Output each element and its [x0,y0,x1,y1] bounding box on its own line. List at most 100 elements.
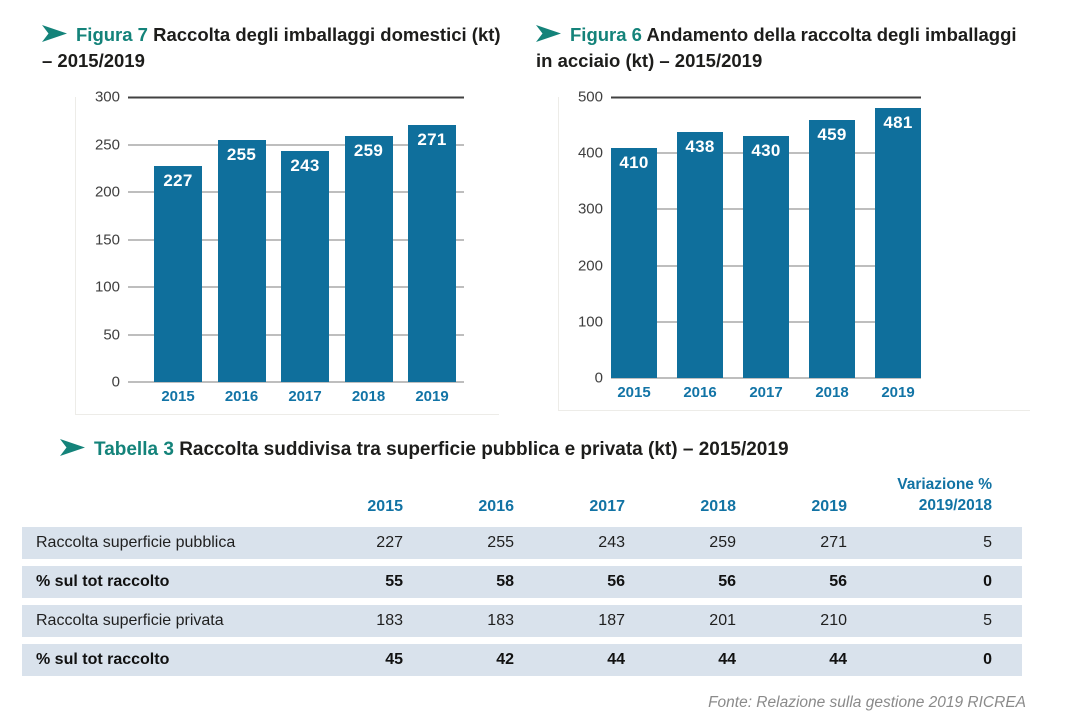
table-row: Raccolta superficie privata 183 183 187 201 2… [22,605,1022,637]
bar-2016: 255 [217,139,266,382]
row-label: Raccolta superficie privata [22,605,322,637]
cell-value: 243 [544,527,655,559]
cell-value: 44 [544,644,655,676]
x-tick-label: 2019 [415,388,449,405]
plot-row: 0 50 100 150 200 250 300 227 255 243 259 271 [76,89,499,391]
cell-value: 187 [544,605,655,637]
y-tick-label: 0 [594,369,603,387]
gridline [128,96,464,99]
gridline [611,96,921,99]
bar-2019: 271 [408,124,456,382]
y-tick-label: 300 [577,200,603,218]
y-tick-label: 150 [94,231,120,248]
cell-value: 56 [766,566,877,598]
cell-value: 183 [433,605,544,637]
table-row: % sul tot raccolto 45 42 44 44 44 0 [22,644,1022,676]
plot-row: 0 100 200 300 400 500 410 438 430 459 481 [559,89,1030,387]
y-tick-label: 200 [577,257,603,275]
plot-area: 227 255 243 259 271 [128,96,464,383]
cell-value: 0 [877,644,1022,676]
bars: 227 255 243 259 271 [128,97,464,382]
x-tick-label: 2017 [749,384,783,401]
bar-2015: 227 [154,166,202,382]
table-3-title: Tabella 3 Raccolta suddivisa tra superfi… [60,437,1078,463]
gridline [128,144,464,145]
x-axis: 2015 2016 2017 2018 2019 [128,388,464,405]
gridline [611,377,921,379]
figure-7-bar-chart: 0 50 100 150 200 250 300 227 255 243 259 271 2015 201… [42,89,510,415]
bar-value-label: 459 [817,125,847,145]
table-header: 2015 2016 2017 2018 2019 Variazione % 2019/201… [22,474,1022,520]
arrow-icon [536,25,561,42]
figure-6-title-text: Andamento della raccolta degli imballagg… [536,24,1017,71]
x-tick-label: 2018 [351,388,386,405]
figure-6-block: Figura 6 Andamento della raccolta degli … [536,22,1038,415]
charts-row: Figura 7 Raccolta degli imballaggi domes… [42,22,1038,415]
cell-value: 271 [766,527,877,559]
header-variation: Variazione % 2019/2018 [877,474,1022,520]
y-tick-label: 200 [94,183,120,201]
bar-value-label: 481 [883,112,913,132]
cell-value: 227 [322,527,433,559]
y-tick-label: 0 [111,373,120,391]
cell-value: 56 [655,566,766,598]
row-label: Raccolta superficie pubblica [22,527,322,559]
table-3-title-text: Raccolta suddivisa tra superficie pubbli… [179,439,789,460]
y-tick-label: 50 [103,326,120,343]
cell-value: 5 [877,527,1022,559]
cell-value: 58 [433,566,544,598]
figure-7-block: Figura 7 Raccolta degli imballaggi domes… [42,22,510,415]
y-tick-label: 100 [577,313,603,331]
source-note: Fonte: Relazione sulla gestione 2019 RIC… [708,694,1026,711]
x-tick-label: 2018 [815,384,849,401]
table-row: Raccolta superficie pubblica 227 255 243 259… [22,527,1022,559]
cell-value: 201 [655,605,766,637]
y-axis: 0 50 100 150 200 250 300 [76,89,120,391]
collection-table: 2015 2016 2017 2018 2019 Variazione % 2019/201… [22,467,1022,683]
y-tick-label: 300 [94,88,120,106]
x-tick-label: 2017 [288,388,322,405]
table-header-row: 2015 2016 2017 2018 2019 Variazione % 2019/201… [22,474,1022,520]
x-tick-label: 2015 [161,388,195,405]
figure-7-label: Figura 7 [76,24,148,45]
header-year-2016: 2016 [478,498,514,515]
gridline [128,381,464,383]
cell-value: 210 [766,605,877,637]
bar-2015: 410 [611,147,657,378]
table-row: % sul tot raccolto 55 58 56 56 56 0 [22,566,1022,598]
bar-value-label: 243 [290,156,320,176]
y-tick-label: 500 [577,88,603,106]
bar-2017: 430 [743,136,789,378]
bar-value-label: 271 [417,129,447,149]
x-tick-label: 2015 [617,384,651,401]
x-axis: 2015 2016 2017 2018 2019 [611,384,921,401]
bar-value-label: 227 [163,171,193,191]
chart-panel: 0 50 100 150 200 250 300 227 255 243 259 271 2015 201… [75,89,499,415]
chart-panel: 0 100 200 300 400 500 410 438 430 459 481 2015 2016 2… [558,89,1030,411]
figure-6-bar-chart: 0 100 200 300 400 500 410 438 430 459 481 2015 2016 2… [536,89,1038,411]
cell-value: 183 [322,605,433,637]
x-tick-label: 2016 [224,388,259,405]
cell-value: 55 [322,566,433,598]
header-year-2018: 2018 [700,498,736,515]
row-label: % sul tot raccolto [22,566,322,598]
arrow-icon [60,439,85,456]
y-tick-label: 250 [94,136,120,153]
arrow-icon [42,25,67,42]
cell-value: 44 [655,644,766,676]
header-year-2017: 2017 [589,498,625,515]
x-tick-label: 2019 [881,384,915,401]
bar-value-label: 410 [619,152,649,172]
y-tick-label: 400 [577,144,603,162]
table-3-label: Tabella 3 [94,439,174,460]
cell-value: 44 [766,644,877,676]
row-label: % sul tot raccolto [22,644,322,676]
cell-value: 42 [433,644,544,676]
header-year-2019: 2019 [811,498,847,515]
cell-value: 56 [544,566,655,598]
cell-value: 255 [433,527,544,559]
table-3-block: Tabella 3 Raccolta suddivisa tra superfi… [0,437,1078,683]
x-tick-label: 2016 [683,384,717,401]
bar-value-label: 430 [751,141,781,161]
cell-value: 45 [322,644,433,676]
